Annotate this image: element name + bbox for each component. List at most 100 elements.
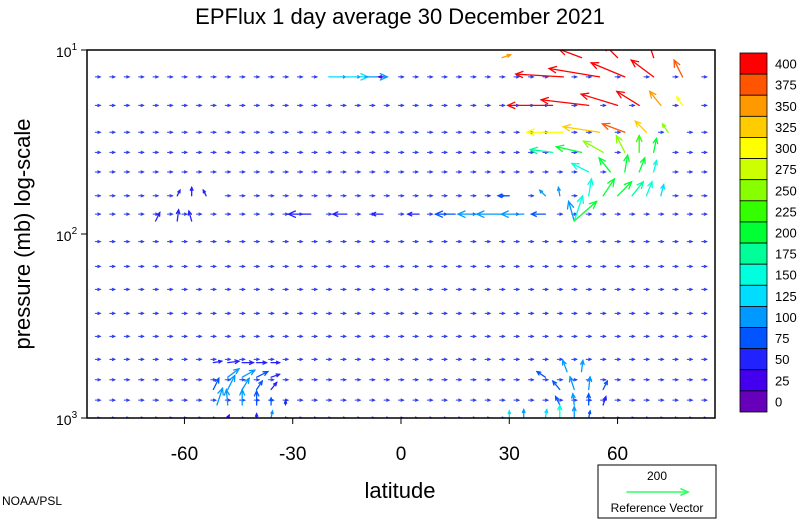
vector-head (414, 75, 420, 79)
vector-head (660, 378, 665, 382)
vector-background (138, 103, 145, 107)
vector-background (325, 311, 333, 315)
vector-head (140, 311, 145, 315)
vector-head (342, 130, 348, 134)
colorbar-label: 275 (775, 162, 797, 177)
vector-head (559, 212, 564, 216)
vector-head (573, 103, 578, 107)
vector-background (383, 103, 391, 107)
vector-background (441, 150, 448, 154)
vector-background (138, 378, 145, 382)
vector-background (657, 398, 665, 402)
vector-shaft (615, 134, 626, 154)
vector-arrow (270, 381, 278, 391)
vector-shaft (572, 393, 575, 406)
vector-head (645, 311, 651, 315)
vector-shaft (616, 90, 640, 107)
vector-head (227, 264, 232, 268)
vector-background (499, 378, 506, 382)
vector-background (239, 194, 246, 198)
vector-head (97, 194, 102, 198)
vector-background (657, 212, 665, 216)
vector-background (224, 150, 232, 154)
vector-arrow (673, 58, 684, 78)
vector-background (354, 170, 362, 174)
vector-background (224, 311, 232, 315)
vector-arrow (589, 62, 626, 78)
vector-background (224, 334, 232, 338)
vector-background (441, 357, 448, 361)
credit-text: NOAA/PSL (2, 494, 62, 508)
vector-head (227, 240, 232, 244)
vector-background (224, 75, 232, 79)
vector-background (527, 398, 535, 402)
vector-head (674, 150, 679, 154)
vector-head (530, 75, 535, 79)
vector-background (239, 212, 246, 216)
vector-background (701, 398, 708, 402)
vector-background (224, 130, 232, 134)
vector-background (354, 194, 362, 198)
vector-head (530, 170, 535, 174)
vector-head (386, 170, 391, 174)
vector-head (472, 264, 477, 268)
vector-shaft (634, 120, 648, 133)
vector-head (516, 287, 521, 291)
vector-background (571, 287, 578, 291)
vector-head (202, 188, 207, 194)
vector-head (429, 378, 434, 382)
vector-head (386, 240, 391, 244)
vector-background (311, 398, 319, 402)
vector-arrow (202, 188, 207, 197)
vector-head (487, 264, 492, 268)
vector-head (371, 264, 376, 268)
vector-head (588, 398, 593, 402)
vector-head (501, 150, 506, 154)
vector-head (198, 240, 203, 244)
vector-head (443, 130, 449, 134)
vector-background (167, 398, 174, 402)
vector-arrow (586, 375, 593, 391)
vector-head (525, 128, 535, 137)
vector-head (328, 357, 333, 361)
vector-background (542, 264, 550, 268)
vector-head (501, 378, 506, 382)
vector-background (398, 287, 405, 291)
colorbar-swatch (739, 137, 768, 159)
vector-head (285, 378, 290, 382)
vector-head (544, 398, 550, 402)
vector-head (126, 287, 131, 291)
vector-head (97, 357, 102, 361)
vector-background (152, 103, 160, 107)
vector-head (299, 311, 304, 315)
vector-head (313, 240, 319, 244)
vector-background (152, 398, 160, 402)
vector-background (296, 264, 304, 268)
vector-head (400, 240, 405, 244)
vector-background (311, 264, 319, 268)
vector-head (313, 130, 319, 134)
vector-background (470, 287, 477, 291)
vector-background (296, 357, 304, 361)
vector-head (169, 194, 174, 198)
vector-background (686, 150, 694, 154)
vector-background (152, 311, 160, 315)
colorbar-label: 150 (775, 268, 797, 283)
vector-head (429, 212, 434, 216)
vector-background (167, 170, 174, 174)
vector-head (661, 122, 667, 129)
vector-head (183, 130, 189, 134)
vector-background (686, 212, 694, 216)
vector-background (441, 194, 449, 198)
vector-background (383, 311, 391, 315)
x-tick-label: 0 (396, 444, 407, 465)
vector-head (111, 264, 117, 268)
vector-background (412, 194, 420, 198)
vector-head (472, 334, 477, 338)
vector-head (126, 334, 131, 338)
vector-background (167, 103, 174, 107)
vector-head (285, 130, 290, 134)
vector-head (169, 357, 174, 361)
vector-head (544, 311, 550, 315)
vector-shaft (241, 377, 250, 391)
